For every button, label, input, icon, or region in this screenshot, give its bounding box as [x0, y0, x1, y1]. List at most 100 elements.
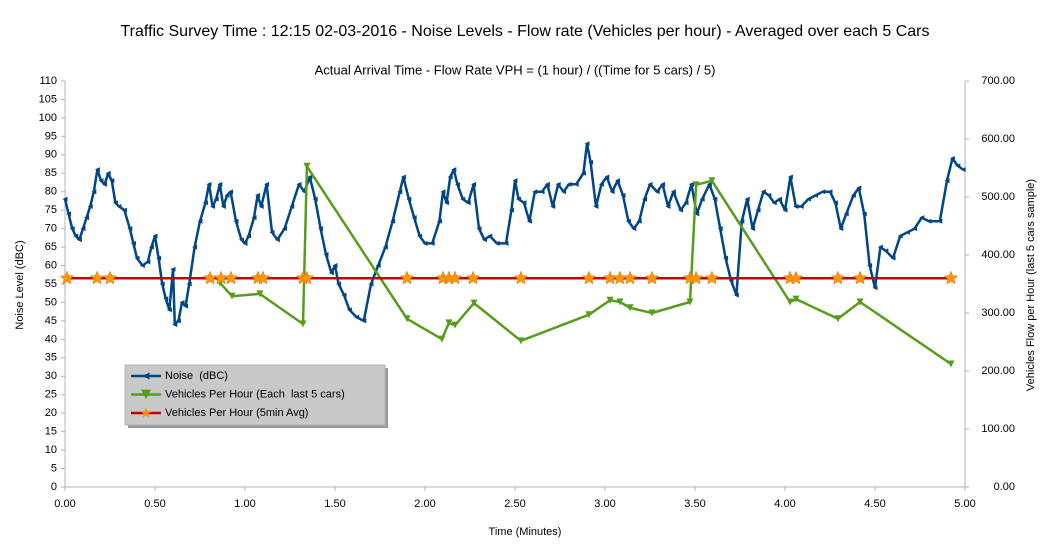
data-point	[148, 244, 154, 250]
data-point	[328, 270, 334, 276]
data-point	[121, 207, 127, 213]
chart-title: Traffic Survey Time : 12:15 02-03-2016 -…	[121, 23, 930, 40]
data-point	[323, 251, 329, 257]
y2-tick-label: 700.00	[981, 75, 1015, 87]
y-tick-label: 35	[45, 352, 57, 364]
data-point	[539, 189, 545, 195]
x-tick-label: 3.50	[684, 498, 705, 510]
data-point	[584, 141, 590, 147]
data-point	[830, 270, 846, 285]
data-point	[73, 233, 79, 239]
data-point	[282, 226, 288, 232]
data-point	[354, 314, 360, 320]
data-point	[444, 200, 450, 206]
data-point	[609, 189, 615, 195]
data-point	[465, 270, 481, 285]
data-point	[782, 207, 788, 213]
y-tick-label: 5	[51, 462, 57, 474]
y-tick-label: 30	[45, 370, 57, 382]
data-point	[850, 192, 856, 198]
data-point	[503, 240, 509, 246]
y-tick-label: 45	[45, 315, 57, 327]
data-point	[59, 270, 75, 285]
data-point	[69, 226, 75, 232]
data-point	[926, 218, 932, 224]
data-point	[585, 311, 593, 319]
data-point	[834, 315, 842, 323]
data-point	[636, 218, 642, 224]
data-point	[481, 237, 487, 243]
data-point	[856, 298, 864, 306]
x-tick-label: 0.00	[54, 498, 75, 510]
data-point	[708, 177, 716, 185]
data-point	[139, 263, 145, 269]
data-point	[517, 337, 525, 345]
x-tick-label: 3.00	[594, 498, 615, 510]
data-point	[750, 226, 756, 232]
data-point	[159, 281, 165, 287]
data-point	[904, 229, 910, 235]
data-point	[544, 181, 550, 187]
data-point	[299, 270, 315, 285]
x-tick-label: 2.50	[504, 498, 525, 510]
data-point	[454, 181, 460, 187]
legend-marker	[142, 372, 150, 380]
data-point	[228, 292, 236, 300]
y-tick-label: 85	[45, 167, 57, 179]
data-point	[210, 203, 216, 209]
data-point	[550, 203, 556, 209]
y-tick-label: 20	[45, 407, 57, 419]
data-point	[955, 163, 961, 169]
x-axis-label: Time (Minutes)	[489, 526, 562, 538]
data-point	[706, 181, 712, 187]
data-point	[91, 189, 97, 195]
data-point	[665, 203, 671, 209]
data-point	[112, 200, 118, 206]
y2-tick-label: 200.00	[981, 365, 1015, 377]
data-point	[616, 298, 624, 306]
data-point	[717, 226, 723, 232]
data-point	[406, 196, 412, 202]
data-point	[631, 226, 637, 232]
data-point	[411, 215, 417, 221]
data-point	[289, 203, 295, 209]
data-point	[678, 207, 684, 213]
data-point	[566, 181, 572, 187]
data-point	[341, 292, 347, 298]
data-point	[712, 196, 718, 202]
data-point	[861, 211, 867, 217]
legend-box	[124, 364, 386, 426]
data-point	[116, 203, 122, 209]
y-tick-label: 100	[39, 112, 57, 124]
data-point	[944, 178, 950, 184]
data-point	[526, 218, 532, 224]
data-point	[303, 162, 311, 170]
data-point	[867, 263, 873, 269]
data-point	[438, 335, 446, 343]
data-point	[429, 240, 435, 246]
data-point	[739, 218, 745, 224]
data-point	[877, 244, 883, 250]
data-point	[937, 218, 943, 224]
y2-tick-label: 300.00	[981, 307, 1015, 319]
data-point	[805, 196, 811, 202]
data-point	[213, 196, 219, 202]
y-tick-label: 15	[45, 426, 57, 438]
data-point	[134, 255, 140, 261]
data-point	[440, 189, 446, 195]
data-point	[612, 270, 628, 285]
data-point	[264, 181, 270, 187]
data-point	[98, 178, 104, 184]
y2-axis-label: Vehicles Flow per Hour (last 5 cars samp…	[1025, 179, 1037, 391]
legend-marker	[140, 407, 152, 418]
data-point	[793, 203, 799, 209]
data-point	[87, 203, 93, 209]
data-point	[202, 200, 208, 206]
data-point	[228, 189, 234, 195]
y2-tick-label: 100.00	[981, 423, 1015, 435]
data-point	[912, 226, 918, 232]
data-point	[699, 196, 705, 202]
data-point	[787, 174, 793, 180]
data-point	[274, 237, 280, 243]
